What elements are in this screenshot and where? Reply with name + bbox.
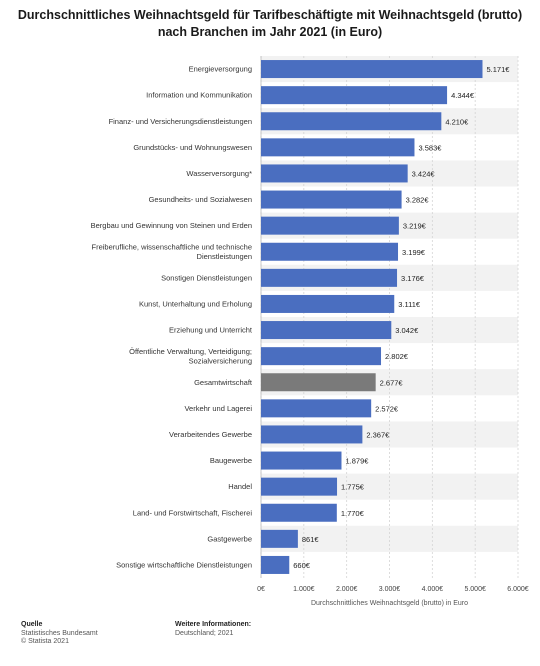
- bar-chart: 0€ 1.000€ 2.000€ 3.000€ 4.000€ 5.000€ 6.000€ 5.…: [91, 56, 529, 607]
- category-label: Erziehung und Unterricht: [169, 326, 253, 335]
- value-label: 1.775€: [341, 483, 365, 492]
- bar: [261, 268, 398, 287]
- row-band: [261, 525, 518, 552]
- category-label: Gesundheits- und Sozialwesen: [149, 195, 252, 204]
- x-axis-title: Durchschnittliches Weihnachtsgeld (brutt…: [311, 600, 468, 607]
- bar: [261, 294, 395, 313]
- value-label: 5.171€: [486, 65, 510, 74]
- x-tick-label: 2.000€: [336, 586, 358, 593]
- bar: [261, 164, 408, 183]
- value-label: 3.219€: [403, 222, 427, 231]
- info-line: Deutschland; 2021: [175, 629, 234, 637]
- category-label: Gastgewerbe: [207, 534, 252, 543]
- source-line-1: Statistisches Bundesamt: [21, 629, 98, 637]
- category-label: Handel: [228, 482, 252, 491]
- bar: [261, 425, 363, 444]
- category-label: Baugewerbe: [210, 456, 252, 465]
- bar: [261, 503, 337, 522]
- category-label: Verkehr und Lagerei: [184, 404, 252, 413]
- category-label: Information und Kommunikation: [146, 91, 252, 100]
- x-tick-label: 4.000€: [422, 586, 444, 593]
- category-label: Wasserversorgung*: [186, 169, 252, 178]
- x-tick-label: 3.000€: [379, 586, 401, 593]
- value-label: 3.042€: [395, 326, 419, 335]
- value-label: 3.111€: [398, 300, 421, 309]
- value-label: 1.770€: [341, 509, 365, 518]
- value-label: 4.344€: [451, 91, 475, 100]
- value-label: 660€: [293, 561, 311, 570]
- bar: [261, 112, 442, 131]
- bar: [261, 60, 483, 79]
- bar: [261, 138, 415, 157]
- bar: [261, 399, 372, 418]
- bar: [261, 242, 399, 261]
- category-label: Sonstigen Dienstleistungen: [161, 273, 252, 282]
- x-tick-label: 0€: [257, 586, 265, 593]
- category-label: Grundstücks- und Wohnungswesen: [133, 143, 252, 152]
- value-label: 861€: [302, 535, 320, 544]
- value-label: 3.176€: [401, 274, 425, 283]
- source-heading: Quelle: [21, 621, 43, 628]
- category-label: Öffentliche Verwaltung, Verteidigung; Soz…: [129, 347, 252, 366]
- category-label: Verarbeitendes Gewerbe: [169, 430, 252, 439]
- info-block: Weitere Informationen: Deutschland; 2021: [175, 621, 251, 638]
- category-label: Finanz- und Versicherungsdienstleistunge…: [109, 117, 252, 126]
- value-label: 2.677€: [380, 378, 404, 387]
- value-label: 1.879€: [345, 457, 369, 466]
- bar: [261, 86, 448, 105]
- value-label: 2.367€: [366, 430, 390, 439]
- category-label: Land- und Forstwirtschaft, Fischerei: [133, 508, 253, 517]
- bar: [261, 347, 382, 366]
- category-label: Sonstige wirtschaftliche Dienstleistunge…: [116, 560, 252, 569]
- value-label: 4.210€: [445, 117, 469, 126]
- category-label: Bergbau und Gewinnung von Steinen und Er…: [91, 221, 252, 230]
- category-label: Energieversorgung: [189, 65, 252, 74]
- value-label: 3.282€: [406, 196, 430, 205]
- bar: [261, 451, 342, 470]
- chart-title: Durchschnittliches Weihnachtsgeld für Ta…: [17, 8, 523, 39]
- info-heading: Weitere Informationen:: [175, 621, 252, 628]
- category-label: Kunst, Unterhaltung und Erholung: [139, 299, 252, 308]
- bar: [261, 529, 298, 548]
- value-label: 3.583€: [418, 143, 442, 152]
- value-label: 3.424€: [412, 169, 436, 178]
- bar: [261, 555, 290, 574]
- bar: [261, 321, 392, 340]
- x-tick-label: 6.000€: [507, 586, 529, 593]
- x-tick-label: 5.000€: [464, 586, 486, 593]
- x-tick-label: 1.000€: [293, 586, 315, 593]
- source-line-2: © Statista 2021: [21, 638, 69, 645]
- source-block: Quelle Statistisches Bundesamt © Statist…: [21, 621, 98, 647]
- bar: [261, 373, 376, 392]
- category-label: Gesamtwirtschaft: [194, 378, 253, 387]
- category-label: Freiberufliche, wissenschaftliche und te…: [92, 243, 253, 262]
- value-label: 3.199€: [402, 248, 426, 257]
- value-label: 2.802€: [385, 352, 409, 361]
- bar: [261, 477, 338, 496]
- value-label: 2.572€: [375, 404, 399, 413]
- bar: [261, 216, 399, 235]
- bar: [261, 190, 402, 209]
